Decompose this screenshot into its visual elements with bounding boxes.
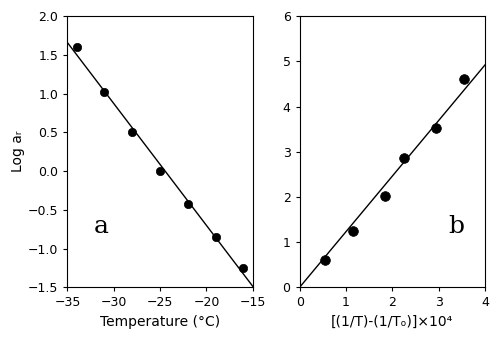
Y-axis label: Log aᵣ: Log aᵣ xyxy=(11,131,25,172)
X-axis label: [(1/T)-(1/Tₒ)]×10⁴: [(1/T)-(1/Tₒ)]×10⁴ xyxy=(331,315,454,329)
Text: b: b xyxy=(448,216,464,238)
X-axis label: Temperature (°C): Temperature (°C) xyxy=(100,315,220,329)
Text: a: a xyxy=(94,216,108,238)
